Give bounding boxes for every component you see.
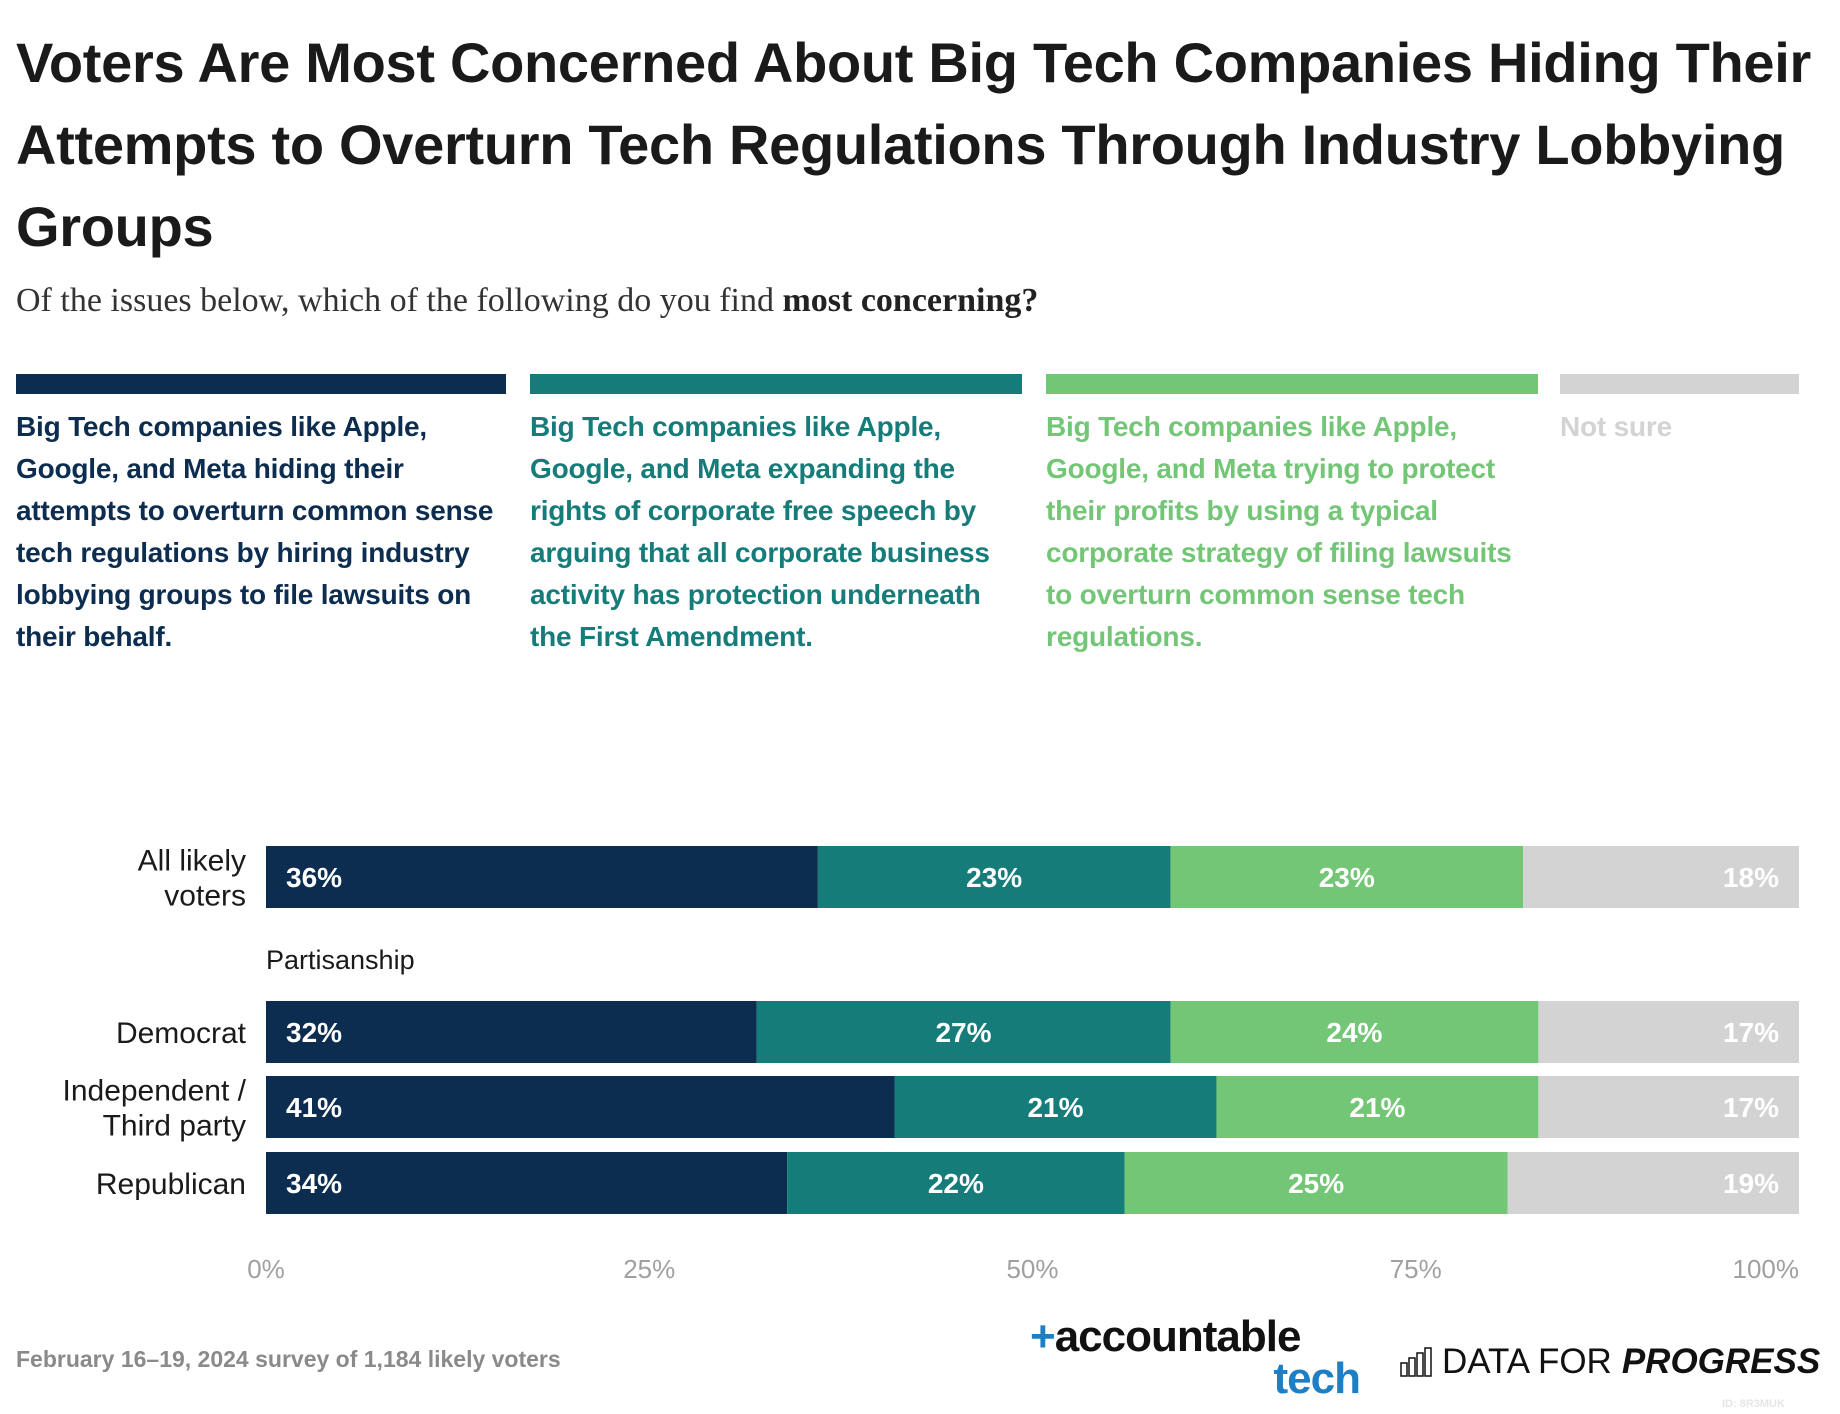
- data-label: 23%: [966, 862, 1022, 893]
- x-tick-label: 75%: [1390, 1254, 1442, 1284]
- legend-item: Not sure: [1560, 374, 1799, 448]
- category-label: Third party: [103, 1110, 246, 1143]
- data-label: 23%: [1319, 862, 1375, 893]
- legend-label: Big Tech companies like Apple, Google, a…: [1046, 411, 1512, 652]
- bar-segment: [1523, 846, 1799, 908]
- plus-icon: +: [1030, 1312, 1056, 1361]
- bar-segment: [1170, 846, 1524, 908]
- bar-segment: [266, 1152, 788, 1214]
- category-label: voters: [164, 880, 246, 913]
- bar-segment: [787, 1152, 1125, 1214]
- data-for-progress-logo: DATA FOR PROGRESS: [1400, 1342, 1820, 1382]
- legend-item: Big Tech companies like Apple, Google, a…: [1046, 374, 1538, 658]
- logo-text: accountable: [1054, 1312, 1302, 1361]
- bar-segment: [1216, 1076, 1539, 1138]
- category-label: Republican: [96, 1168, 246, 1201]
- accountable-tech-logo: +accountable tech: [1030, 1315, 1361, 1403]
- bar-segment: [266, 1001, 757, 1063]
- data-label: 27%: [935, 1017, 991, 1048]
- bar-segment: [1507, 1152, 1799, 1214]
- subtitle-emphasis: most concerning?: [782, 282, 1039, 319]
- bar-segment: [1538, 1001, 1799, 1063]
- data-label: 19%: [1723, 1168, 1779, 1199]
- legend-swatch: [16, 374, 506, 394]
- bar-chart-icon: [1400, 1347, 1432, 1377]
- bar-segment: [756, 1001, 1171, 1063]
- category-label: Independent /: [62, 1075, 246, 1108]
- chart-subtitle: Of the issues below, which of the follow…: [16, 282, 1038, 320]
- x-tick-label: 0%: [247, 1254, 285, 1284]
- data-label: 24%: [1326, 1017, 1382, 1048]
- bar-segment: [1170, 1001, 1539, 1063]
- x-tick-label: 50%: [1006, 1254, 1058, 1284]
- logo-text-tech: tech: [1273, 1354, 1361, 1403]
- bar-segment: [1538, 1076, 1799, 1138]
- data-label: 17%: [1723, 1017, 1779, 1048]
- data-label: 36%: [286, 862, 342, 893]
- legend-swatch: [1046, 374, 1538, 394]
- category-label: All likely: [138, 845, 246, 878]
- data-label: 22%: [928, 1168, 984, 1199]
- bar-segment: [266, 1076, 895, 1138]
- data-label: 32%: [286, 1017, 342, 1048]
- data-label: 21%: [1349, 1092, 1405, 1123]
- bar-segment: [266, 846, 818, 908]
- group-label: Partisanship: [266, 945, 415, 975]
- x-tick-label: 100%: [1733, 1254, 1800, 1284]
- logo-text-italic: PROGRESS: [1621, 1342, 1821, 1381]
- legend-item: Big Tech companies like Apple, Google, a…: [530, 374, 1022, 658]
- legend-item: Big Tech companies like Apple, Google, a…: [16, 374, 506, 658]
- subtitle-text: Of the issues below, which of the follow…: [16, 282, 783, 319]
- legend-label: Not sure: [1560, 411, 1672, 442]
- data-label: 25%: [1288, 1168, 1344, 1199]
- chart-id: ID: 8R3MUK: [1722, 1398, 1785, 1410]
- legend-label: Big Tech companies like Apple, Google, a…: [530, 411, 990, 652]
- legend-swatch: [1560, 374, 1799, 394]
- chart-title: Voters Are Most Concerned About Big Tech…: [16, 31, 1812, 258]
- data-label: 18%: [1723, 862, 1779, 893]
- bar-segment: [894, 1076, 1217, 1138]
- data-label: 21%: [1027, 1092, 1083, 1123]
- category-label: Democrat: [116, 1017, 247, 1050]
- x-tick-label: 25%: [623, 1254, 675, 1284]
- data-label: 34%: [286, 1168, 342, 1199]
- legend-label: Big Tech companies like Apple, Google, a…: [16, 411, 494, 652]
- data-label: 17%: [1723, 1092, 1779, 1123]
- bar-segment: [1124, 1152, 1508, 1214]
- legend-swatch: [530, 374, 1022, 394]
- bar-segment: [817, 846, 1171, 908]
- data-label: 41%: [286, 1092, 342, 1123]
- logo-text: DATA FOR: [1442, 1342, 1612, 1381]
- survey-footnote: February 16–19, 2024 survey of 1,184 lik…: [16, 1346, 561, 1372]
